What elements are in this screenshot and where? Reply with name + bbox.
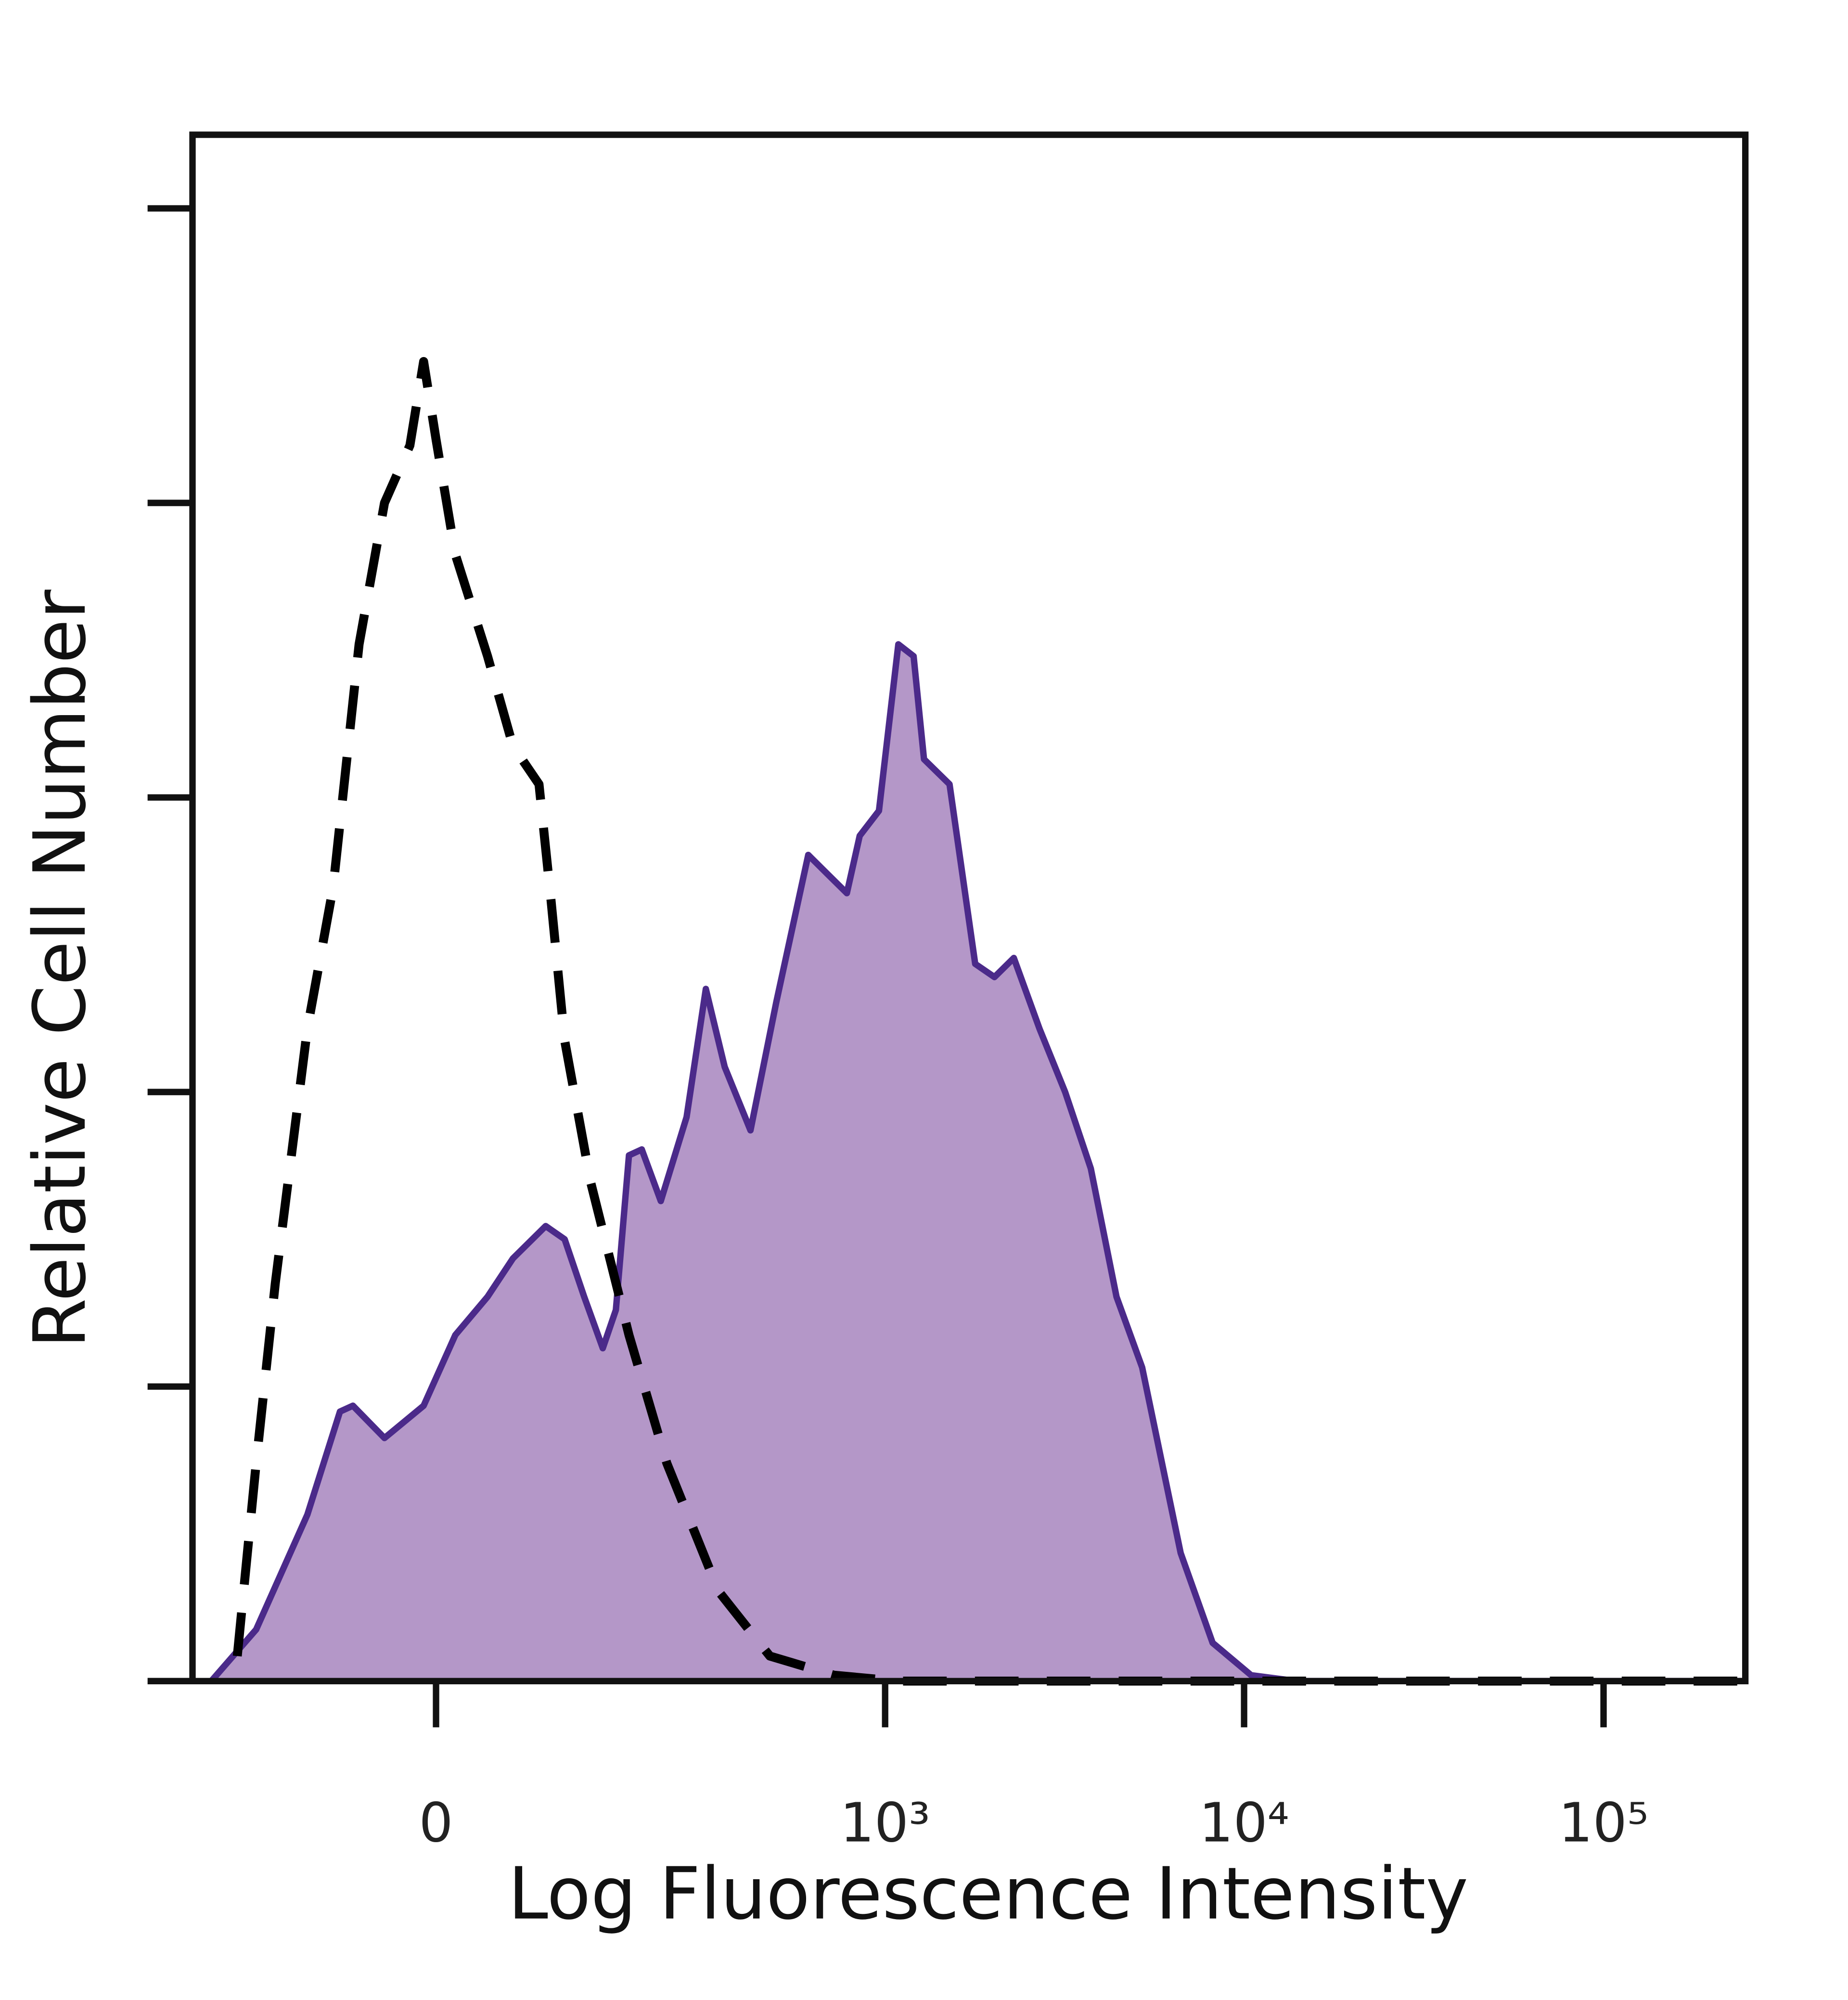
line <box>232 357 1745 1686</box>
x-tick-label: 0 <box>419 1792 453 1855</box>
line <box>208 641 1745 1684</box>
area <box>211 644 1745 1681</box>
plot-frame <box>189 131 1749 1684</box>
y-axis-label: Relative Cell Number <box>18 590 102 1348</box>
x-tick-label: 10⁴ <box>1199 1792 1289 1855</box>
x-tick-label: 10³ <box>840 1792 930 1855</box>
x-tick-label: 10⁵ <box>1558 1792 1648 1855</box>
x-axis-label: Log Fluorescence Intensity <box>508 1852 1468 1936</box>
